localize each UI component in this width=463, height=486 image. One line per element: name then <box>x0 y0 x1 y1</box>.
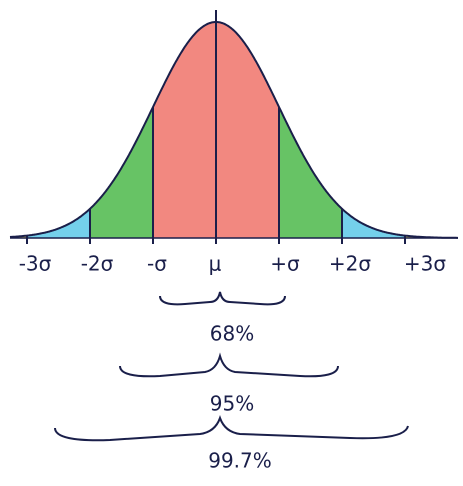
axis-label: +σ <box>270 252 300 276</box>
axis-label: -3σ <box>19 252 52 276</box>
range-label: 68% <box>210 322 254 346</box>
diagram: -3σ -2σ -σ μ +σ +2σ +3σ 68% 95% 99.7% <box>0 0 463 486</box>
brace-95 <box>120 356 338 376</box>
range-label: 99.7% <box>208 449 272 473</box>
axis-label: μ <box>209 252 222 276</box>
axis-label: -2σ <box>81 252 114 276</box>
axis-label: -σ <box>147 252 167 276</box>
range-label: 95% <box>210 392 254 416</box>
brace-997 <box>55 418 408 440</box>
regions <box>10 22 458 238</box>
page: -3σ -2σ -σ μ +σ +2σ +3σ 68% 95% 99.7% ((… <box>0 0 463 486</box>
axis-label: +2σ <box>329 252 371 276</box>
brace-68 <box>160 292 285 304</box>
axis-label: +3σ <box>404 252 446 276</box>
